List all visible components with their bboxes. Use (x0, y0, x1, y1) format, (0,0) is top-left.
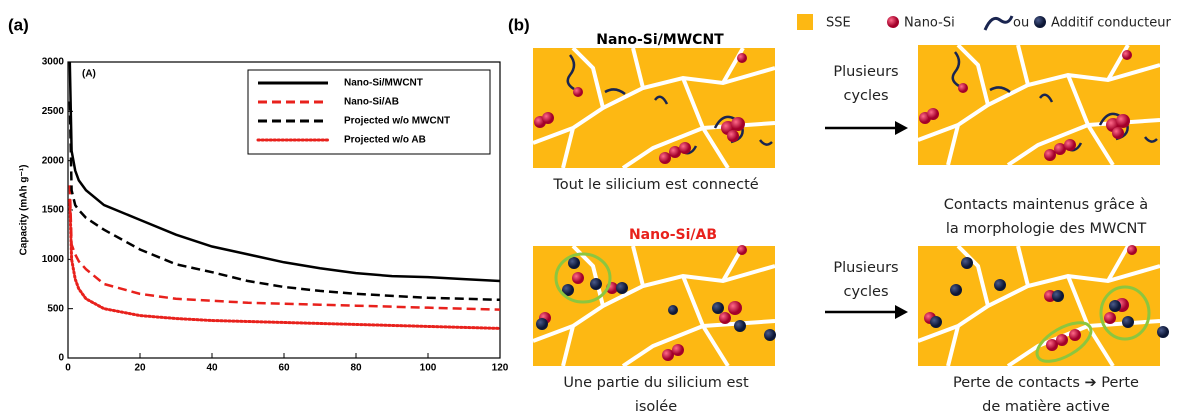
legend-swatch (1034, 16, 1046, 28)
arrow (825, 121, 908, 319)
series-line (68, 185, 501, 311)
legend-swatch (887, 16, 899, 28)
y-tick-label: 500 (47, 303, 64, 314)
caption: isolée (635, 399, 677, 412)
diagram: (b) SSE Nano-Si ou Additif conducteur Na… (508, 14, 1172, 415)
y-tick-label: 1000 (42, 254, 65, 265)
x-tick-label: 0 (65, 363, 71, 374)
arrow-label: cycles (843, 284, 888, 300)
caption: Perte de contacts ➔ Perte (953, 375, 1139, 391)
chart: 0 500 1000 1500 2000 2500 3000 0 20 40 60 80 100 120 C… (19, 57, 509, 374)
sse-panel (531, 46, 777, 170)
panel-label: (b) (508, 15, 530, 34)
legend-label: ou (1013, 16, 1029, 31)
caption: Tout le silicium est connecté (552, 177, 758, 193)
x-tick-label: 60 (278, 363, 290, 374)
legend-label: Nano-Si/AB (344, 97, 399, 108)
si-particles (534, 50, 1137, 361)
y-tick-label: 0 (58, 353, 64, 364)
series-line (68, 198, 502, 330)
sse-panel (916, 43, 1162, 167)
x-tick-label: 80 (350, 363, 362, 374)
x-tick-label: 100 (420, 363, 437, 374)
legend-swatch (797, 14, 813, 30)
y-tick-label: 1500 (42, 205, 65, 216)
legend-swatch (983, 15, 1014, 31)
legend-label: SSE (826, 16, 851, 31)
legend-label: Projected w/o AB (344, 135, 426, 146)
caption: Contacts maintenus grâce à (944, 197, 1148, 213)
x-tick-label: 20 (134, 363, 146, 374)
legend-label: Nano-Si (904, 16, 955, 31)
row-title: Nano-Si/MWCNT (596, 32, 724, 48)
panel-label: (a) (8, 15, 29, 34)
caption: de matière active (982, 399, 1110, 412)
legend-label: Additif conducteur (1051, 16, 1172, 31)
y-tick-label: 2500 (42, 106, 65, 117)
legend-label: Nano-Si/MWCNT (344, 78, 423, 89)
row-title: Nano-Si/AB (629, 227, 717, 243)
highlight (554, 252, 1151, 363)
legend-label: Projected w/o MWCNT (344, 116, 450, 127)
y-axis-label: Capacity (mAh g⁻¹) (19, 165, 30, 256)
arrow-label: Plusieurs (833, 260, 898, 276)
y-tick-label: 2000 (42, 155, 65, 166)
series-line (68, 101, 501, 302)
x-tick-label: 120 (492, 363, 509, 374)
ab-particles (536, 257, 1169, 341)
x-tick-label: 40 (206, 363, 218, 374)
y-tick-label: 3000 (42, 57, 65, 68)
inner-label: (A) (82, 69, 96, 80)
arrow-label: cycles (843, 88, 888, 104)
series-line (68, 61, 501, 283)
arrow-label: Plusieurs (833, 64, 898, 80)
caption: la morphologie des MWCNT (946, 221, 1147, 237)
caption: Une partie du silicium est (563, 375, 749, 391)
